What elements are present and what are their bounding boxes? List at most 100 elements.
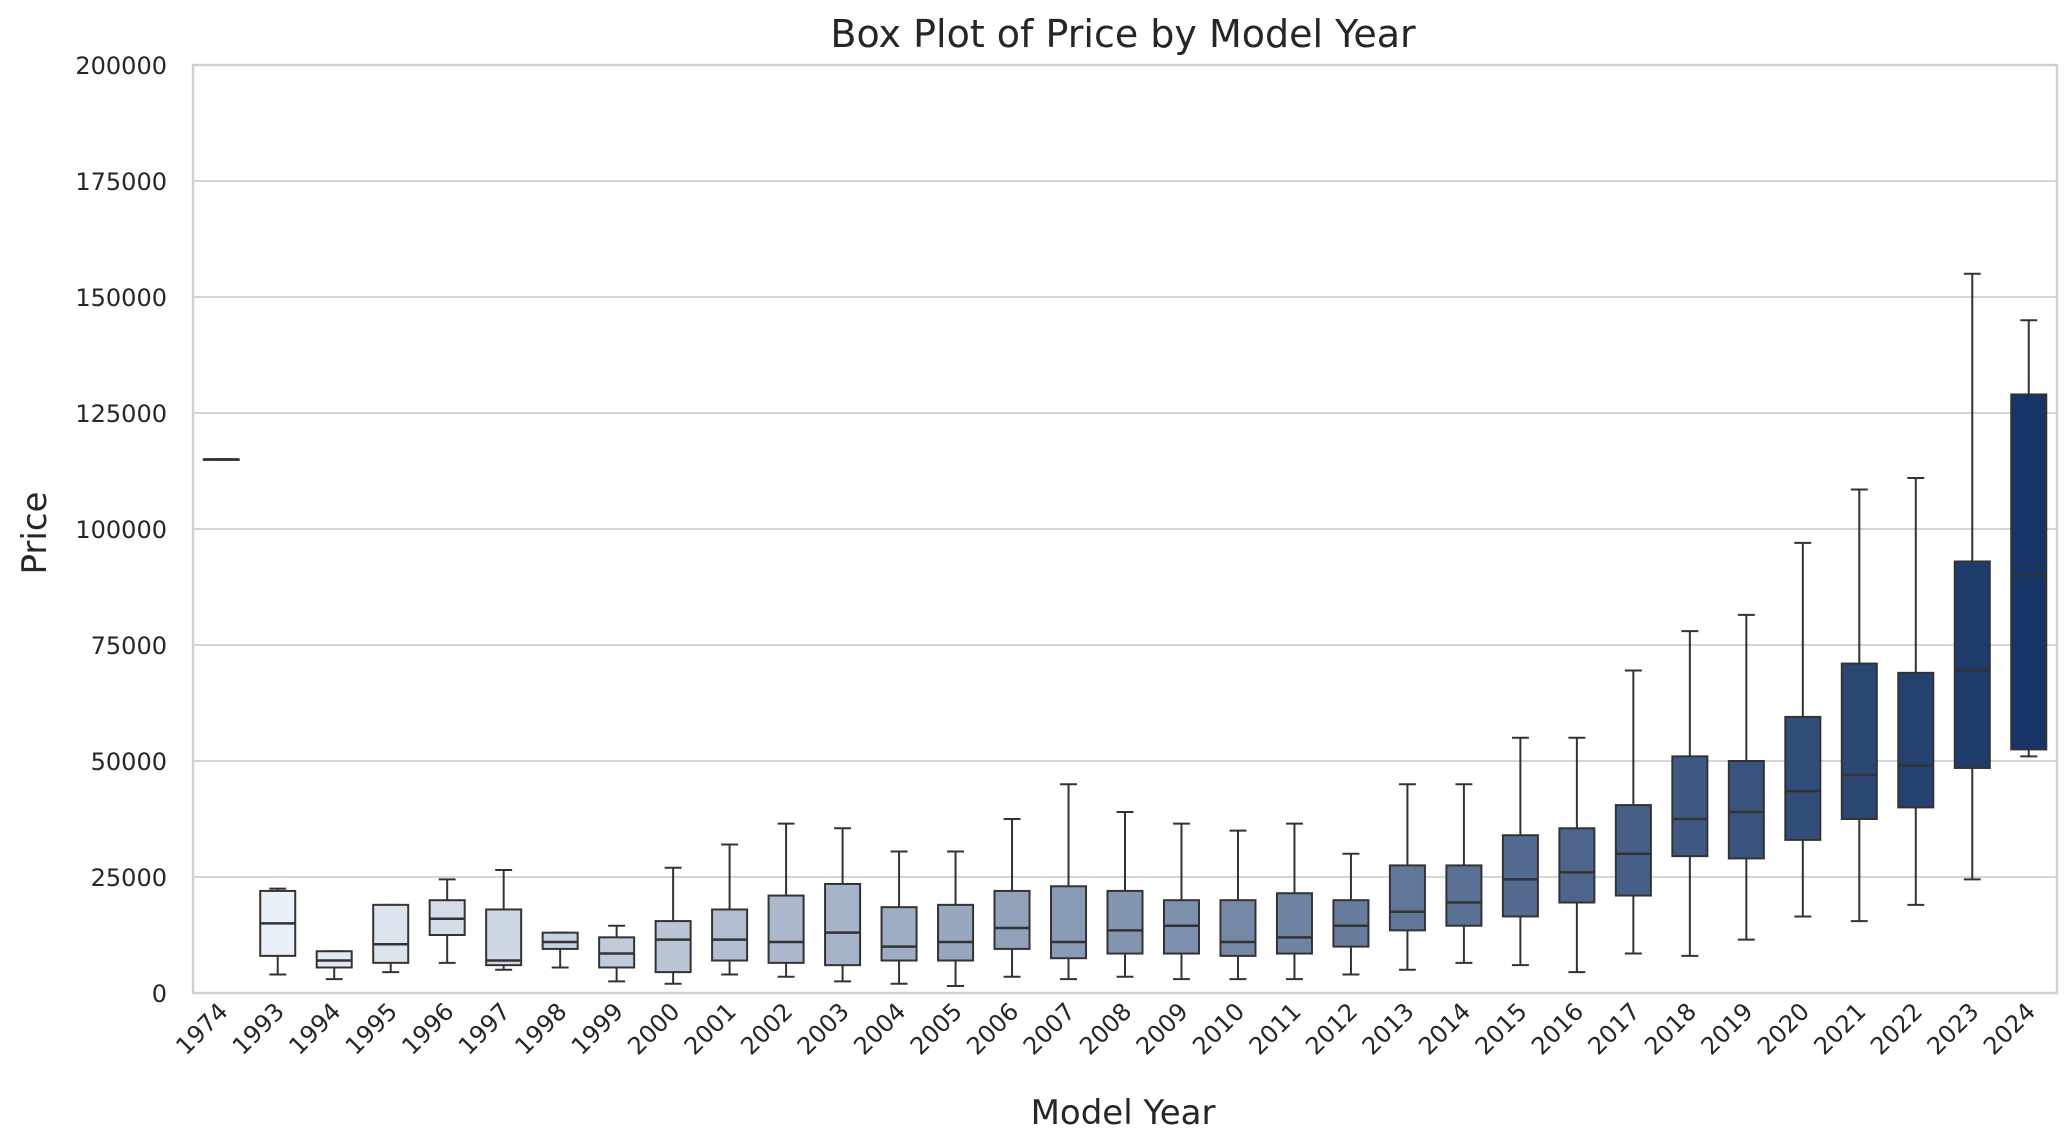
box-1993	[259, 887, 297, 976]
box-body	[485, 908, 523, 967]
x-tick-label: 2013	[1357, 997, 1420, 1060]
box-body	[1558, 827, 1596, 904]
box-2023	[1953, 272, 1991, 881]
box-2007	[1050, 783, 1088, 981]
box-body	[824, 882, 862, 967]
box-body	[1953, 560, 1991, 769]
x-tick-label: 2018	[1639, 997, 1702, 1060]
box-1974	[202, 458, 240, 461]
box-2021	[1840, 488, 1878, 923]
box-body	[1275, 892, 1313, 955]
box-body	[1784, 715, 1822, 841]
box-2014	[1445, 783, 1483, 964]
x-tick-label: 2022	[1865, 997, 1928, 1060]
x-tick-label: 2014	[1413, 997, 1476, 1060]
box-2012	[1332, 852, 1370, 976]
box-body	[2010, 393, 2048, 751]
box-body	[1445, 864, 1483, 927]
box-2010	[1219, 829, 1257, 981]
box-body	[1897, 671, 1935, 809]
box-body	[1727, 760, 1765, 860]
box-2015	[1501, 736, 1539, 967]
y-axis-ticks: 0 25000 50000 75000 100000 125000 150000 175000…	[75, 52, 167, 1008]
box-1995	[372, 903, 410, 974]
x-tick-label: 1993	[227, 997, 290, 1060]
x-tick-label: 2019	[1696, 997, 1759, 1060]
y-tick-label: 25000	[91, 864, 167, 892]
x-tick-label: 2003	[792, 997, 855, 1060]
y-tick-label: 200000	[75, 52, 167, 80]
box-2009	[1162, 822, 1200, 981]
x-tick-label: 2000	[622, 997, 685, 1060]
box-2008	[1106, 811, 1144, 978]
x-tick-label: 2016	[1526, 997, 1589, 1060]
x-tick-label: 2020	[1752, 997, 1815, 1060]
x-axis-label: Model Year	[1031, 1093, 1216, 1133]
y-axis-label: Price	[15, 492, 55, 575]
x-tick-label: 2008	[1074, 997, 1137, 1060]
x-tick-label: 1996	[396, 997, 459, 1060]
x-tick-label: 1997	[453, 997, 516, 1060]
x-tick-label: 2010	[1187, 997, 1250, 1060]
box-body	[372, 903, 410, 964]
x-tick-label: 2017	[1583, 997, 1646, 1060]
x-axis-ticks: 1974199319941995199619971998199920002001…	[170, 997, 2041, 1060]
box-body	[654, 920, 692, 974]
x-tick-label: 2023	[1922, 997, 1985, 1060]
box-2011	[1275, 822, 1313, 981]
box-1998	[541, 931, 579, 969]
box-body	[767, 894, 805, 964]
box-body	[711, 908, 749, 962]
box-body	[1219, 899, 1257, 957]
x-tick-label: 2005	[905, 997, 968, 1060]
x-tick-label: 2006	[961, 997, 1024, 1060]
box-2017	[1614, 669, 1652, 955]
box-body	[1106, 889, 1144, 955]
x-tick-label: 2001	[679, 997, 742, 1060]
box-2024	[2010, 319, 2048, 758]
box-body	[1050, 885, 1088, 960]
x-tick-label: 1994	[283, 997, 346, 1060]
box-2019	[1727, 613, 1765, 941]
box-body	[1332, 899, 1370, 948]
box-2000	[654, 866, 692, 985]
box-2018	[1671, 630, 1709, 957]
box-body	[993, 889, 1031, 950]
y-tick-label: 125000	[75, 400, 167, 428]
x-tick-label: 2021	[1809, 997, 1872, 1060]
x-tick-label: 2002	[735, 997, 798, 1060]
x-tick-label: 2011	[1244, 997, 1307, 1060]
x-tick-label: 2009	[1131, 997, 1194, 1060]
y-tick-label: 150000	[75, 284, 167, 312]
box-body	[1614, 804, 1652, 897]
box-body	[1388, 864, 1426, 932]
box-2006	[993, 818, 1031, 978]
box-2001	[711, 843, 749, 976]
box-1997	[485, 869, 523, 971]
y-tick-label: 0	[152, 980, 167, 1008]
y-tick-label: 100000	[75, 516, 167, 544]
plot-frame	[191, 63, 2059, 995]
box-2020	[1784, 541, 1822, 918]
box-2004	[880, 850, 918, 985]
box-2013	[1388, 783, 1426, 971]
chart-title: Box Plot of Price by Model Year	[830, 12, 1416, 56]
box-2022	[1897, 476, 1935, 906]
y-tick-label: 75000	[91, 632, 167, 660]
box-body	[880, 906, 918, 962]
x-tick-label: 2024	[1978, 997, 2041, 1060]
box-2002	[767, 822, 805, 978]
x-tick-label: 2015	[1470, 997, 1533, 1060]
box-1999	[598, 924, 636, 983]
x-tick-label: 2007	[1018, 997, 1081, 1060]
x-tick-label: 1995	[340, 997, 403, 1060]
box-series	[202, 272, 2048, 988]
box-body	[1840, 662, 1878, 820]
y-tick-label: 50000	[91, 748, 167, 776]
box-body	[937, 903, 975, 962]
y-tick-label: 175000	[75, 168, 167, 196]
box-2003	[824, 827, 862, 983]
x-tick-label: 2012	[1300, 997, 1363, 1060]
